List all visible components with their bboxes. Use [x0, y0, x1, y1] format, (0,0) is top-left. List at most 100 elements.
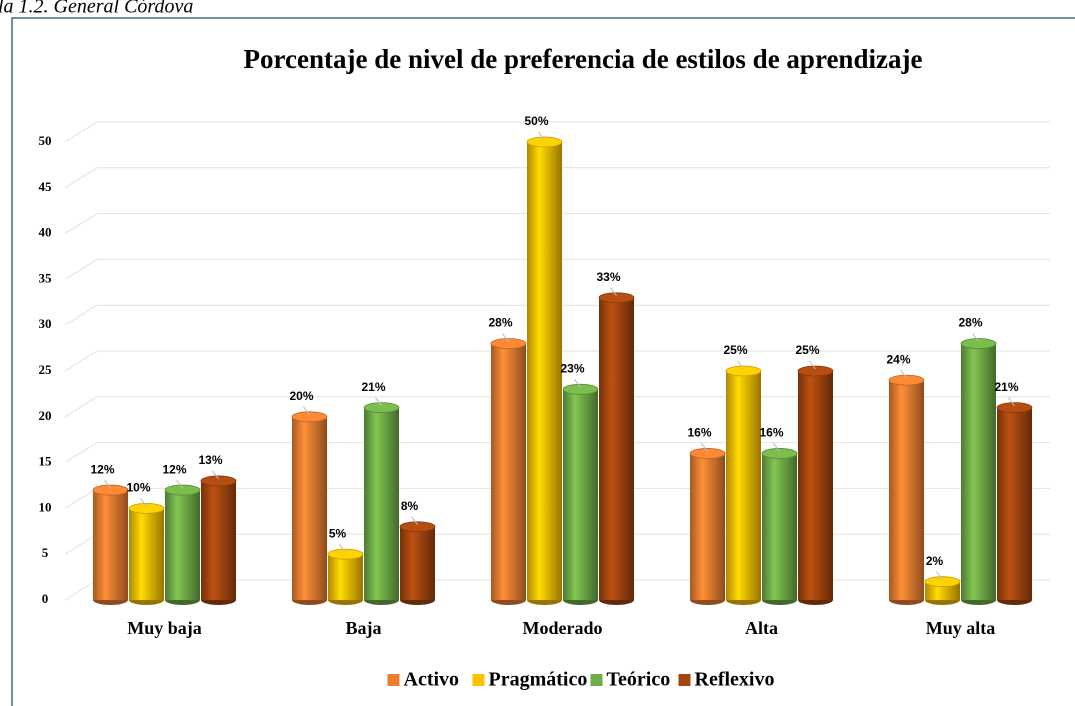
grid-line [64, 121, 1050, 143]
data-label: 23% [560, 361, 584, 375]
data-label: 10% [126, 481, 150, 495]
legend-label: Teórico [607, 669, 671, 691]
grid-line [64, 258, 1050, 280]
x-tick-label: Moderado [523, 618, 603, 638]
leader-line [303, 406, 310, 416]
bar [491, 343, 526, 600]
leader-line [574, 379, 581, 388]
y-tick-label: 50 [39, 133, 52, 148]
grid-line [64, 350, 1050, 372]
legend-swatch [472, 674, 485, 686]
bar-top [996, 402, 1033, 414]
y-tick-label: 35 [39, 270, 53, 285]
leader-line [809, 360, 816, 370]
bar-top [363, 402, 400, 414]
data-label: 5% [329, 526, 347, 540]
data-label: 50% [524, 114, 548, 128]
leader-line [339, 543, 346, 553]
leader-line [900, 369, 907, 379]
bar-top [164, 484, 201, 496]
data-label: 21% [361, 380, 385, 394]
y-tick-label: 45 [39, 179, 53, 194]
bar-top [797, 365, 834, 377]
x-tick-label: Muy alta [926, 618, 996, 638]
bar-top [399, 521, 436, 533]
bar-top [960, 338, 997, 349]
grid-line [64, 304, 1050, 326]
bar [726, 371, 761, 600]
bar-top [291, 411, 328, 423]
y-tick-label: 30 [39, 316, 52, 331]
bar [400, 526, 435, 600]
bar [762, 453, 797, 600]
leader-line [176, 479, 183, 489]
data-label: 28% [488, 316, 512, 330]
leader-line [212, 470, 219, 480]
y-tick-label: 0 [42, 591, 49, 606]
data-label: 12% [162, 462, 186, 476]
leader-line [140, 498, 147, 507]
bar [527, 142, 562, 600]
bar [889, 380, 924, 600]
data-label: 8% [401, 499, 419, 513]
data-label: 2% [926, 554, 944, 568]
bar-top [924, 576, 961, 588]
leader-line [936, 571, 943, 580]
bar-top [490, 338, 527, 349]
bar [961, 343, 996, 600]
y-tick-label: 25 [39, 362, 53, 377]
bar-top [725, 365, 762, 377]
bar-top [888, 374, 925, 386]
bar [997, 407, 1032, 600]
leader-line [737, 360, 744, 370]
grid-line [64, 213, 1050, 235]
x-tick-label: Baja [346, 618, 382, 638]
leader-line [701, 443, 708, 452]
data-label: 28% [958, 316, 982, 330]
bar-top [562, 383, 599, 395]
legend-label: Pragmático [489, 669, 588, 691]
data-label: 25% [795, 343, 819, 357]
bar-top [689, 448, 726, 459]
bar-top [92, 484, 129, 496]
bar-top [128, 502, 165, 514]
legend-swatch [678, 674, 691, 686]
bar-top [761, 448, 798, 459]
caption: la 1.2. General Córdova [0, 0, 193, 18]
bar [93, 490, 128, 600]
data-label: 12% [90, 462, 114, 476]
data-label: 24% [886, 352, 910, 366]
bar [364, 407, 399, 600]
y-tick-label: 20 [39, 408, 52, 423]
legend-swatch [387, 674, 400, 686]
y-tick-label: 10 [39, 499, 52, 514]
y-tick-label: 15 [39, 454, 53, 469]
leader-line [773, 443, 780, 452]
legend-label: Activo [404, 669, 460, 691]
chart-title: Porcentaje de nivel de preferencia de es… [244, 44, 923, 74]
bar [599, 297, 634, 600]
x-tick-label: Muy baja [127, 618, 202, 638]
bar-top [526, 136, 563, 148]
data-label: 25% [723, 343, 747, 357]
bar-top [200, 475, 237, 487]
data-label: 16% [687, 426, 711, 440]
bar [201, 480, 236, 600]
bar [292, 416, 327, 600]
bar [129, 508, 164, 600]
legend-swatch [590, 674, 603, 686]
x-tick-label: Alta [745, 618, 778, 638]
leader-line [610, 287, 617, 297]
leader-line [104, 479, 111, 489]
leader-line [972, 333, 979, 342]
bar [690, 453, 725, 600]
data-label: 16% [759, 426, 783, 440]
leader-line [1008, 397, 1015, 406]
y-tick-label: 40 [39, 225, 52, 240]
legend-label: Reflexivo [695, 669, 775, 691]
leader-line [502, 333, 509, 342]
bar-top [327, 548, 364, 560]
data-label: 20% [289, 389, 313, 403]
